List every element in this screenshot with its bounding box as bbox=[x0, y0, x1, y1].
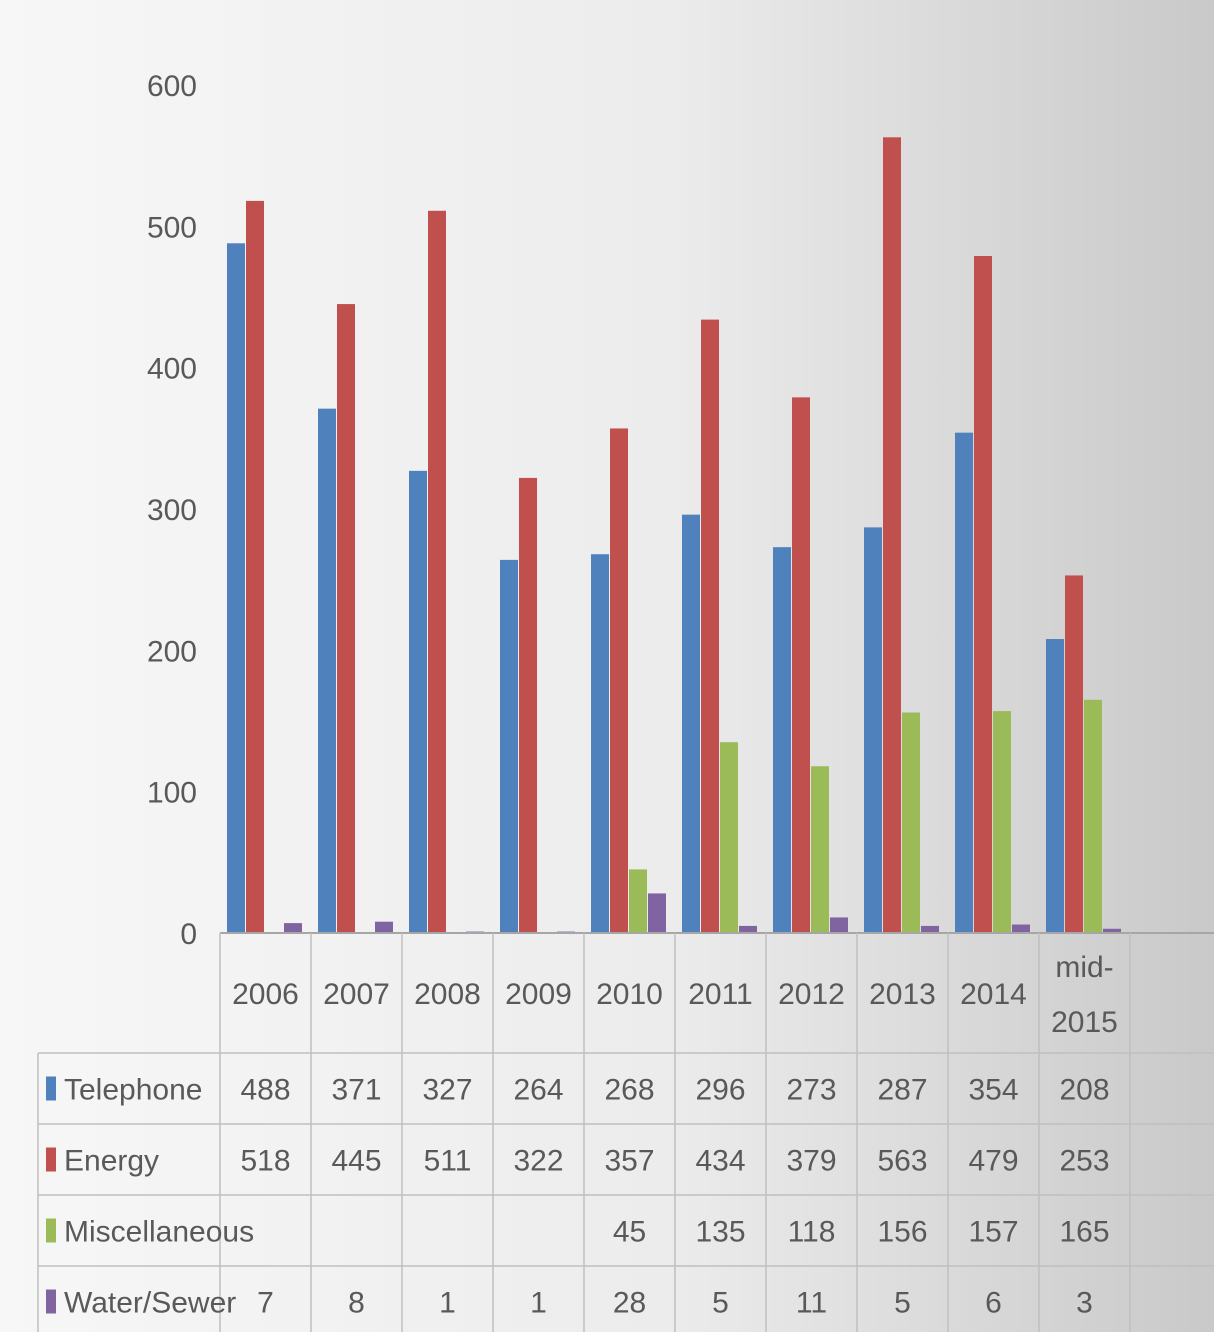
y-tick-label: 200 bbox=[147, 635, 197, 668]
bar-telephone-2010 bbox=[591, 554, 609, 933]
bar-energy-2009 bbox=[519, 477, 537, 933]
y-tick-label: 500 bbox=[147, 211, 197, 244]
bar-telephone-2008 bbox=[409, 470, 427, 933]
series-name: Miscellaneous bbox=[64, 1216, 254, 1249]
bar-telephone-2013 bbox=[864, 527, 882, 933]
table-cell-value: 3 bbox=[1076, 1287, 1093, 1320]
bar-miscellaneous-2014 bbox=[993, 711, 1011, 933]
table-cell-value: 8 bbox=[348, 1287, 365, 1320]
bar-telephone-mid-2015 bbox=[1046, 639, 1064, 933]
category-label: 2009 bbox=[505, 978, 572, 1011]
category-label: 2013 bbox=[869, 978, 936, 1011]
bar-energy-2013 bbox=[883, 137, 901, 933]
category-label: 2006 bbox=[232, 978, 299, 1011]
bar-water-sewer-2012 bbox=[830, 917, 848, 933]
bar-water-sewer-2006 bbox=[284, 923, 302, 933]
bar-energy-2011 bbox=[701, 319, 719, 933]
category-label: 2014 bbox=[960, 978, 1027, 1011]
y-tick-label: 100 bbox=[147, 777, 197, 810]
y-tick-label: 0 bbox=[180, 918, 197, 951]
bar-miscellaneous-2013 bbox=[902, 712, 920, 933]
y-tick-label: 400 bbox=[147, 353, 197, 386]
table-cell-value: 1 bbox=[439, 1287, 456, 1320]
bar-energy-2012 bbox=[792, 397, 810, 933]
table-cell-value: 296 bbox=[695, 1074, 745, 1107]
table-cell-value: 479 bbox=[968, 1145, 1018, 1178]
category-label: 2012 bbox=[778, 978, 845, 1011]
bar-water-sewer-2007 bbox=[375, 921, 393, 933]
table-cell-value: 287 bbox=[877, 1074, 927, 1107]
table-cell-value: 264 bbox=[513, 1074, 563, 1107]
legend-key-water-sewer bbox=[46, 1289, 56, 1314]
y-tick-label: 600 bbox=[147, 70, 197, 103]
category-label: 2007 bbox=[323, 978, 390, 1011]
bar-miscellaneous-mid-2015 bbox=[1084, 699, 1102, 933]
table-cell-value: 135 bbox=[695, 1216, 745, 1249]
category-label: 2008 bbox=[414, 978, 481, 1011]
table-cell-value: 157 bbox=[968, 1216, 1018, 1249]
bar-telephone-2011 bbox=[682, 514, 700, 933]
bar-water-sewer-2011 bbox=[739, 925, 757, 933]
bar-energy-2006 bbox=[246, 200, 264, 934]
bar-telephone-2007 bbox=[318, 408, 336, 933]
y-tick-label: 300 bbox=[147, 494, 197, 527]
table-cell-value: 28 bbox=[613, 1287, 646, 1320]
table-cell-value: 11 bbox=[796, 1287, 827, 1320]
table-cell-value: 253 bbox=[1059, 1145, 1109, 1178]
table-cell-value: 1 bbox=[530, 1287, 547, 1320]
table-cell-value: 354 bbox=[968, 1074, 1018, 1107]
bar-telephone-2006 bbox=[227, 243, 245, 933]
table-cell-value: 45 bbox=[613, 1216, 646, 1249]
series-name: Telephone bbox=[64, 1074, 202, 1107]
bar-energy-2010 bbox=[610, 428, 628, 933]
bar-energy-2014 bbox=[974, 256, 992, 934]
table-cell-value: 488 bbox=[240, 1074, 290, 1107]
bar-miscellaneous-2010 bbox=[629, 869, 647, 933]
table-cell-value: 511 bbox=[424, 1145, 472, 1178]
table-cell-value: 434 bbox=[695, 1145, 745, 1178]
category-label-line1: mid- bbox=[1055, 951, 1113, 984]
legend-key-energy bbox=[46, 1147, 56, 1172]
bar-telephone-2012 bbox=[773, 547, 791, 933]
table-cell-value: 445 bbox=[331, 1145, 381, 1178]
bar-telephone-2014 bbox=[955, 432, 973, 933]
table-cell-value: 322 bbox=[513, 1145, 563, 1178]
category-label: 2011 bbox=[688, 978, 753, 1011]
table-cell-value: 357 bbox=[604, 1145, 654, 1178]
bar-energy-mid-2015 bbox=[1065, 575, 1083, 933]
table-cell-value: 208 bbox=[1059, 1074, 1109, 1107]
table-cell-value: 165 bbox=[1059, 1216, 1109, 1249]
bar-miscellaneous-2012 bbox=[811, 766, 829, 933]
bar-water-sewer-2014 bbox=[1012, 924, 1030, 933]
table-cell-value: 6 bbox=[985, 1287, 1002, 1320]
category-label: 2010 bbox=[596, 978, 663, 1011]
table-cell-value: 7 bbox=[257, 1287, 274, 1320]
table-cell-value: 379 bbox=[786, 1145, 836, 1178]
bar-miscellaneous-2011 bbox=[720, 742, 738, 933]
table-cell-value: 563 bbox=[877, 1145, 927, 1178]
table-cell-value: 273 bbox=[786, 1074, 836, 1107]
legend-key-telephone bbox=[46, 1076, 56, 1101]
table-cell-value: 156 bbox=[877, 1216, 927, 1249]
bar-water-sewer-2010 bbox=[648, 893, 666, 933]
legend-key-miscellaneous bbox=[46, 1218, 56, 1243]
table-cell-value: 327 bbox=[422, 1074, 472, 1107]
bar-energy-2008 bbox=[428, 210, 446, 933]
table-cell-value: 268 bbox=[604, 1074, 654, 1107]
category-label-line2: 2015 bbox=[1051, 1006, 1118, 1039]
table-cell-value: 118 bbox=[788, 1216, 836, 1249]
bar-water-sewer-mid-2015 bbox=[1103, 928, 1121, 933]
bar-water-sewer-2013 bbox=[921, 925, 939, 933]
bar-telephone-2009 bbox=[500, 559, 518, 933]
table-cell-value: 518 bbox=[240, 1145, 290, 1178]
table-cell-value: 5 bbox=[894, 1287, 911, 1320]
series-name: Water/Sewer bbox=[64, 1287, 236, 1320]
bar-energy-2007 bbox=[337, 304, 355, 934]
table-cell-value: 371 bbox=[331, 1074, 381, 1107]
table-cell-value: 5 bbox=[712, 1287, 729, 1320]
series-name: Energy bbox=[64, 1145, 159, 1178]
